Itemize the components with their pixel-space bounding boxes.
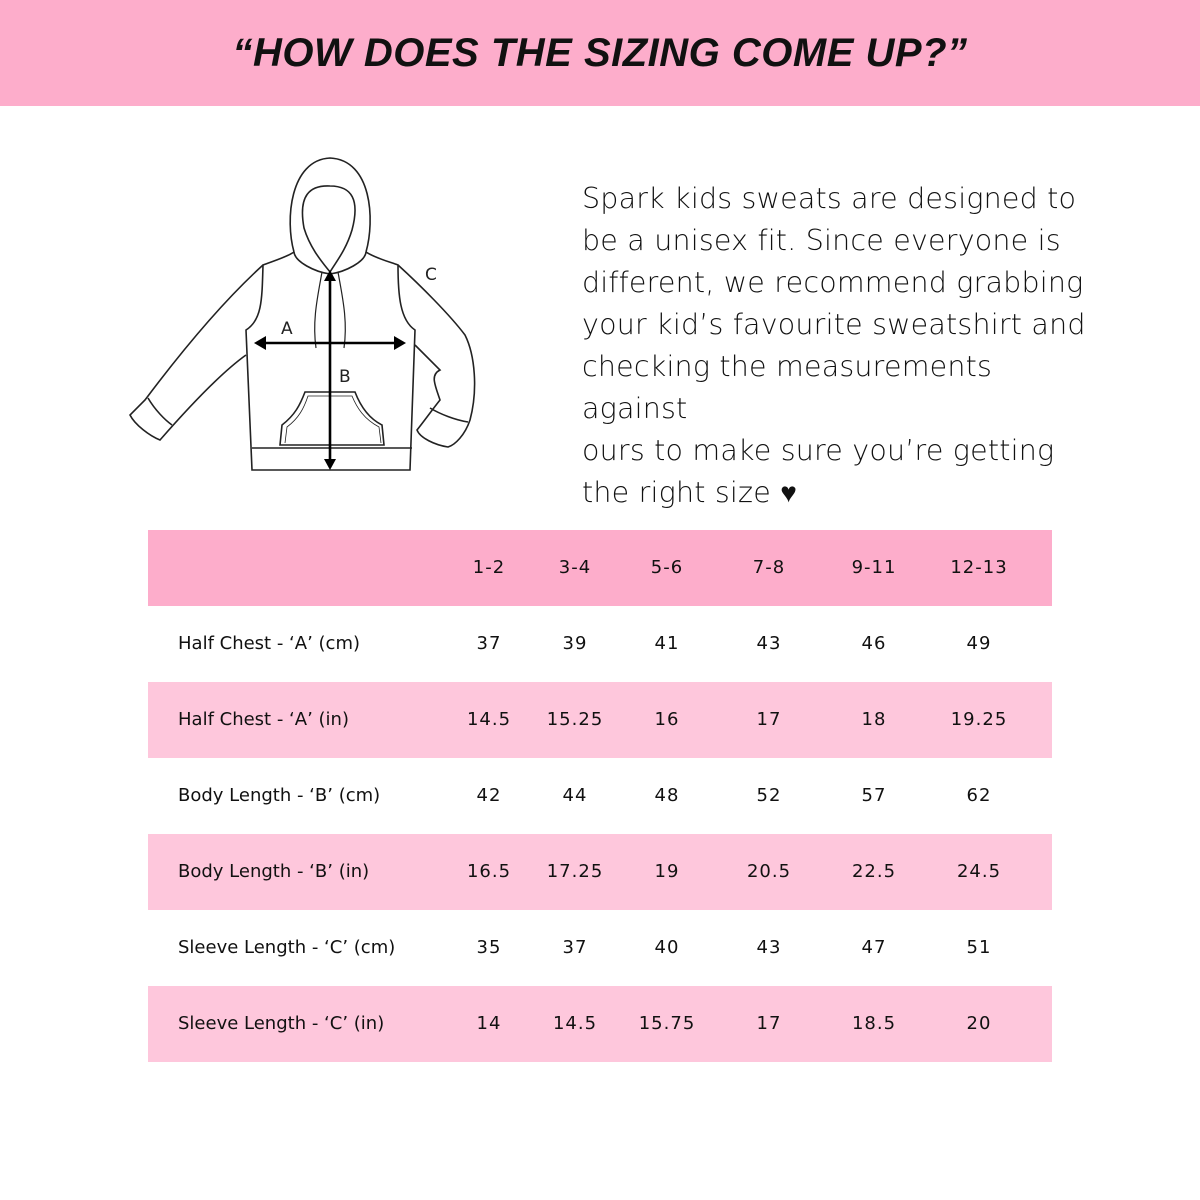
table-row: Body Length - ‘B’ (cm) 42 44 48 52 57 62	[148, 758, 1052, 834]
table-row: Sleeve Length - ‘C’ (in) 14 14.5 15.75 17 18.…	[148, 986, 1052, 1062]
table-cell: 42	[476, 785, 502, 806]
table-cell: 18.5	[851, 1013, 897, 1034]
table-cell: 17	[756, 1013, 782, 1034]
blurb-line: the right size ♥	[582, 472, 1102, 514]
row-label: Body Length - ‘B’ (in)	[178, 861, 370, 882]
table-row: Sleeve Length - ‘C’ (cm) 35 37 40 43 47 51	[148, 910, 1052, 986]
table-cell: 46	[861, 633, 887, 654]
table-cell: 20	[966, 1013, 992, 1034]
table-cell: 44	[562, 785, 588, 806]
table-cell: 43	[756, 633, 782, 654]
blurb-line: Spark kids sweats are designed to	[582, 182, 1077, 215]
column-header: 5-6	[650, 557, 684, 578]
table-cell: 22.5	[851, 861, 897, 882]
table-cell: 18	[861, 709, 887, 730]
table-cell: 57	[861, 785, 887, 806]
blurb-line: checking the measurements against	[582, 350, 993, 425]
table-cell: 48	[654, 785, 680, 806]
blurb-line: be a unisex fit. Since everyone is	[582, 224, 1061, 257]
row-label: Sleeve Length - ‘C’ (cm)	[178, 937, 396, 958]
table-cell: 43	[756, 937, 782, 958]
table-cell: 14.5	[552, 1013, 598, 1034]
page-title: “HOW DOES THE SIZING COME UP?”	[232, 30, 968, 75]
table-cell: 15.25	[546, 709, 604, 730]
table-cell: 14	[476, 1013, 502, 1034]
table-cell: 17	[756, 709, 782, 730]
blurb-line: your kid’s favourite sweatshirt and	[582, 308, 1086, 341]
table-cell: 41	[654, 633, 680, 654]
table-cell: 62	[966, 785, 992, 806]
table-cell: 35	[476, 937, 502, 958]
blurb-line-text: the right size	[582, 476, 771, 509]
table-header-row: 1-2 3-4 5-6 7-8 9-11 12-13	[148, 530, 1052, 606]
table-row: Body Length - ‘B’ (in) 16.5 17.25 19 20.5 22.…	[148, 834, 1052, 910]
label-a: A	[281, 319, 293, 339]
table-row: Half Chest - ‘A’ (in) 14.5 15.25 16 17 18 19.2…	[148, 682, 1052, 758]
table-cell: 40	[654, 937, 680, 958]
table-cell: 16.5	[466, 861, 512, 882]
table-cell: 52	[756, 785, 782, 806]
row-label: Sleeve Length - ‘C’ (in)	[178, 1013, 385, 1034]
table-cell: 47	[861, 937, 887, 958]
label-c: C	[425, 265, 437, 285]
table-cell: 39	[562, 633, 588, 654]
size-chart-table: 1-2 3-4 5-6 7-8 9-11 12-13 Half Chest - ‘A’ (c…	[148, 530, 1052, 1062]
table-cell: 37	[562, 937, 588, 958]
column-header: 7-8	[752, 557, 786, 578]
heart-icon: ♥	[780, 476, 798, 509]
column-header: 12-13	[950, 557, 1008, 578]
table-cell: 16	[654, 709, 680, 730]
column-header: 1-2	[472, 557, 506, 578]
table-cell: 51	[966, 937, 992, 958]
column-header: 3-4	[558, 557, 592, 578]
blurb-line: ours to make sure you’re getting	[582, 434, 1055, 467]
table-cell: 15.75	[638, 1013, 696, 1034]
row-label: Half Chest - ‘A’ (in)	[178, 709, 349, 730]
column-header: 9-11	[851, 557, 897, 578]
fit-description: Spark kids sweats are designed to be a u…	[582, 178, 1102, 514]
label-b: B	[339, 367, 351, 387]
blurb-line: different, we recommend grabbing	[582, 266, 1084, 299]
table-cell: 14.5	[466, 709, 512, 730]
hoodie-diagram: A B C	[129, 157, 476, 471]
table-cell: 19	[654, 861, 680, 882]
row-label: Half Chest - ‘A’ (cm)	[178, 633, 361, 654]
row-label: Body Length - ‘B’ (cm)	[178, 785, 381, 806]
table-cell: 19.25	[950, 709, 1008, 730]
table-cell: 49	[966, 633, 992, 654]
table-cell: 20.5	[746, 861, 792, 882]
table-row: Half Chest - ‘A’ (cm) 37 39 41 43 46 49	[148, 606, 1052, 682]
table-cell: 24.5	[956, 861, 1002, 882]
table-cell: 17.25	[546, 861, 604, 882]
table-cell: 37	[476, 633, 502, 654]
title-banner: “HOW DOES THE SIZING COME UP?”	[0, 0, 1200, 106]
